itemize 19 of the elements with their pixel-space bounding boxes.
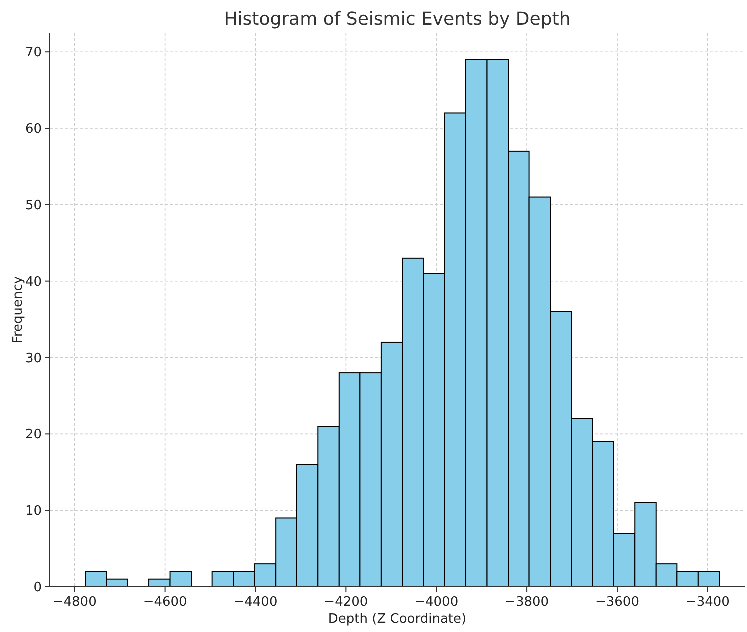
x-axis-title: Depth (Z Coordinate) — [328, 612, 467, 627]
x-tick-label: −4800 — [52, 595, 97, 610]
y-tick-label: 30 — [25, 351, 42, 366]
chart-title: Histogram of Seismic Events by Depth — [224, 9, 571, 30]
y-axis-title: Frequency — [11, 276, 26, 344]
y-tick-label: 0 — [34, 580, 42, 596]
x-tick-label: −4600 — [143, 595, 188, 610]
y-tick-label: 20 — [25, 428, 42, 443]
x-tick-label: −4000 — [414, 595, 459, 610]
x-tick-label: −4400 — [234, 595, 278, 610]
x-tick-label: −3800 — [505, 595, 550, 610]
x-tick-label: −4200 — [324, 595, 368, 610]
y-tick-label: 10 — [25, 504, 42, 520]
y-tick-label: 50 — [25, 198, 42, 214]
y-tick-label: 70 — [25, 46, 42, 61]
x-tick-label: −3400 — [686, 595, 730, 610]
x-tick-label: −3600 — [595, 595, 640, 610]
y-tick-label: 60 — [25, 122, 42, 138]
y-tick-label: 40 — [25, 274, 42, 290]
